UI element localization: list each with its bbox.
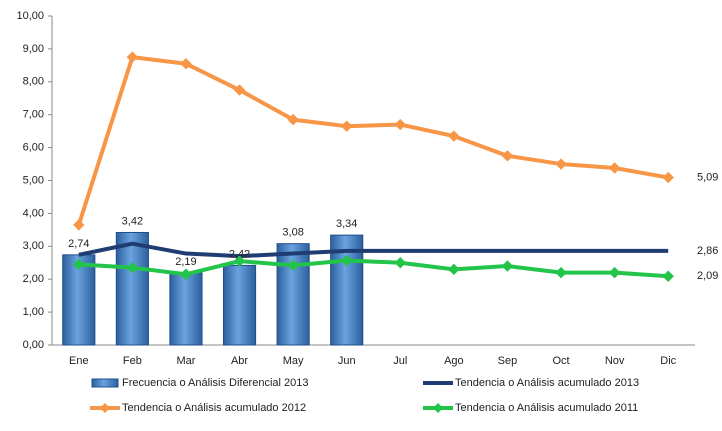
- y-tick-label: 2,00: [23, 273, 44, 285]
- legend-label: Tendencia o Análisis acumulado 2012: [122, 402, 306, 414]
- line-marker: [608, 162, 621, 174]
- data-label: 3,34: [336, 218, 357, 230]
- line-marker: [501, 150, 514, 162]
- data-label: 2,09: [697, 270, 718, 282]
- line-marker: [662, 171, 674, 184]
- line-marker: [394, 257, 406, 269]
- bar: [169, 272, 203, 346]
- x-tick-label: Mar: [176, 355, 195, 367]
- line-marker: [73, 258, 85, 271]
- y-tick-label: 1,00: [23, 306, 44, 318]
- line-marker: [287, 113, 299, 126]
- x-tick-label: Nov: [605, 355, 625, 367]
- line-marker: [555, 158, 567, 170]
- line-marker: [233, 255, 246, 267]
- line-marker: [555, 266, 567, 279]
- line-marker: [448, 263, 460, 276]
- x-tick-label: Ene: [69, 355, 89, 367]
- x-tick-label: Feb: [123, 355, 142, 367]
- data-label: 3,42: [122, 215, 143, 227]
- line-marker: [341, 254, 353, 267]
- line-marker: [662, 270, 674, 282]
- bar: [222, 264, 257, 346]
- bar: [115, 231, 149, 346]
- line-marker: [126, 51, 139, 63]
- line-marker: [73, 219, 85, 231]
- y-tick-label: 3,00: [23, 240, 44, 252]
- line: [76, 55, 669, 226]
- line-marker: [180, 57, 192, 70]
- line-marker: [180, 268, 192, 280]
- y-tick-label: 9,00: [23, 43, 44, 55]
- line-marker: [126, 261, 139, 274]
- line: [78, 258, 669, 279]
- legend-swatch: [91, 378, 119, 388]
- x-tick-label: Jul: [393, 355, 407, 367]
- bar: [276, 243, 310, 346]
- data-label: 2,86: [697, 245, 718, 257]
- x-tick-label: Oct: [552, 355, 569, 367]
- line-marker: [233, 84, 246, 96]
- x-tick-label: Jun: [338, 355, 356, 367]
- y-tick-label: 4,00: [23, 207, 44, 219]
- legend-label: Frecuencia o Análisis Diferencial 2013: [122, 377, 309, 389]
- legend-marker: [100, 403, 110, 413]
- x-tick-label: Dic: [660, 355, 676, 367]
- line-marker: [287, 259, 299, 272]
- line-marker: [608, 266, 621, 279]
- x-tick-label: Ago: [444, 355, 464, 367]
- data-label: 5,09: [697, 171, 718, 183]
- x-tick-label: Abr: [231, 355, 248, 367]
- x-tick-label: Sep: [498, 355, 518, 367]
- data-label: 2,74: [68, 238, 89, 250]
- data-label: 2,42: [229, 248, 250, 260]
- legend-marker: [433, 403, 443, 413]
- data-label: 2,19: [175, 256, 196, 268]
- y-tick-label: 5,00: [23, 174, 44, 186]
- y-tick-label: 10,00: [16, 10, 44, 22]
- data-label: 3,08: [282, 227, 303, 239]
- line-marker: [341, 120, 353, 132]
- line-marker: [501, 260, 514, 272]
- x-tick-label: May: [283, 355, 304, 367]
- y-tick-label: 0,00: [23, 339, 44, 351]
- y-tick-label: 8,00: [23, 76, 44, 88]
- y-tick-label: 6,00: [23, 142, 44, 154]
- y-tick-label: 7,00: [23, 109, 44, 121]
- legend-label: Tendencia o Análisis acumulado 2011: [455, 402, 638, 414]
- bar: [62, 254, 96, 346]
- line: [78, 241, 669, 259]
- line-marker: [448, 130, 460, 142]
- legend-label: Tendencia o Análisis acumulado 2013: [455, 377, 639, 389]
- line-marker: [394, 118, 406, 131]
